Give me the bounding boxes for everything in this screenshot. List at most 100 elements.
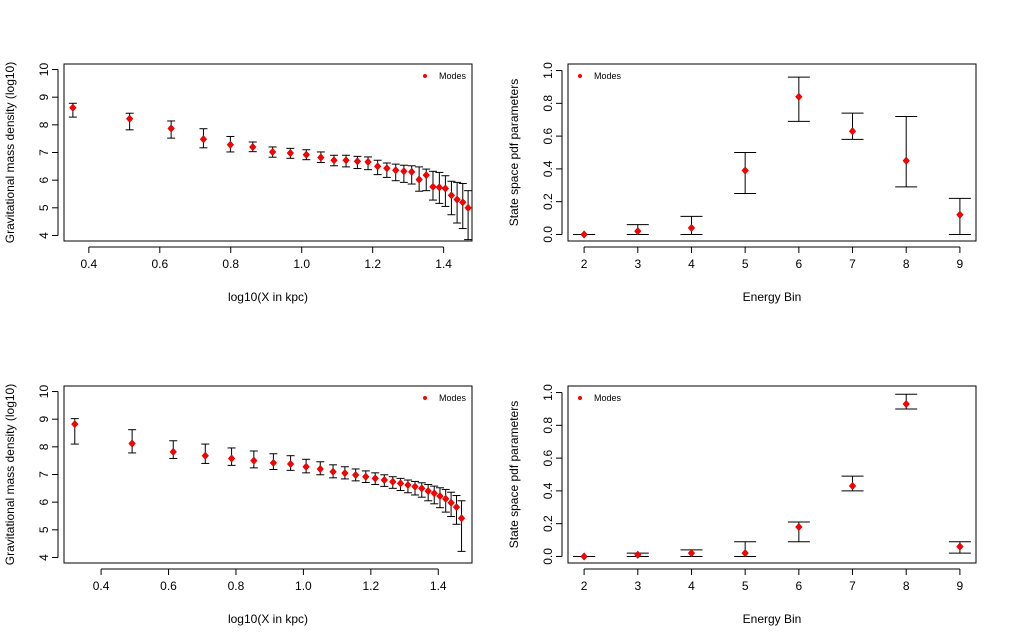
y-tick-label: 5 — [37, 526, 51, 533]
y-tick-label: 0.4 — [541, 160, 555, 177]
data-point — [415, 175, 423, 184]
data-point — [400, 167, 408, 176]
chart-panel-3: 0.4 0.6 0.8 1.0 1.2 1.4 4 5 6 7 8 9 10 log10(X in kpc… — [3, 384, 473, 626]
y-tick-label: 5 — [37, 204, 51, 211]
x-tick-label: 8 — [903, 257, 910, 271]
legend-label: Modes — [594, 71, 622, 81]
data-point — [687, 549, 696, 558]
data-point — [956, 542, 964, 551]
data-point — [392, 166, 400, 175]
y-axis-label: Gravitational mass density (log10) — [3, 62, 17, 243]
y-tick-label: 0.6 — [541, 127, 555, 144]
x-tick-label: 7 — [849, 257, 856, 271]
x-tick-label: 1.2 — [362, 579, 379, 593]
data-point — [418, 484, 426, 493]
data-point — [634, 227, 642, 236]
data-point — [436, 492, 444, 501]
x-axis-label: Energy Bin — [743, 290, 802, 304]
data-point — [227, 454, 236, 463]
data-point — [341, 469, 349, 478]
y-tick-label: 8 — [37, 443, 51, 450]
x-tick-label: 3 — [634, 257, 641, 271]
legend-label: Modes — [439, 71, 467, 81]
data-point — [226, 140, 234, 149]
x-tick-label: 6 — [795, 579, 802, 593]
y-tick-label: 0.8 — [541, 417, 555, 434]
x-tick-label: 4 — [688, 579, 695, 593]
legend-marker — [578, 396, 582, 400]
y-tick-label: 0.0 — [541, 548, 555, 565]
data-point — [286, 149, 294, 158]
data-point — [302, 150, 310, 159]
y-axis-label: State space pdf parameters — [507, 79, 521, 226]
y-tick-label: 0.4 — [541, 482, 555, 499]
x-tick-label: 1.0 — [293, 257, 310, 271]
x-tick-label: 1.4 — [435, 257, 452, 271]
data-point — [741, 549, 749, 558]
data-point — [459, 198, 467, 207]
data-point — [404, 480, 412, 490]
data-point — [286, 459, 295, 469]
data-point — [201, 451, 209, 460]
data-point — [464, 203, 472, 212]
data-point — [330, 156, 338, 165]
data-point — [411, 482, 419, 491]
y-tick-label: 7 — [37, 149, 51, 156]
data-point — [447, 498, 455, 507]
data-point — [316, 464, 324, 474]
data-point — [128, 439, 136, 448]
y-tick-label: 9 — [37, 416, 51, 423]
data-point — [353, 157, 362, 166]
y-tick-label: 10 — [37, 385, 51, 399]
data-point — [442, 494, 450, 503]
data-point — [329, 467, 337, 476]
plot-frame — [567, 385, 977, 564]
x-tick-label: 3 — [634, 579, 641, 593]
x-tick-label: 5 — [742, 257, 749, 271]
data-point — [435, 183, 443, 192]
legend-marker — [423, 396, 427, 400]
x-tick-label: 4 — [688, 257, 695, 271]
data-point — [457, 514, 466, 523]
data-point — [374, 162, 382, 171]
data-point — [249, 142, 257, 152]
data-point — [795, 522, 803, 531]
data-point — [741, 166, 749, 175]
y-tick-label: 0.0 — [541, 226, 555, 243]
data-point — [167, 124, 175, 133]
data-point — [250, 456, 258, 465]
data-point — [71, 420, 79, 429]
data-point — [452, 503, 461, 512]
data-point — [430, 489, 438, 498]
data-point — [342, 156, 350, 165]
x-tick-label: 9 — [957, 579, 964, 593]
y-tick-label: 4 — [37, 554, 51, 561]
data-point — [956, 210, 964, 219]
data-point — [380, 475, 388, 485]
y-tick-label: 0.6 — [541, 449, 555, 466]
chart-panel-4: 2 3 4 5 6 7 8 9 0.0 0.2 0.4 0.6 0.8 1.0 Energy Bin Stat… — [507, 384, 977, 626]
data-point — [848, 481, 857, 491]
x-tick-label: 0.4 — [80, 257, 97, 271]
x-tick-label: 0.8 — [228, 579, 245, 593]
data-point — [396, 479, 405, 488]
data-point — [902, 399, 910, 409]
data-point — [580, 230, 588, 239]
data-point — [69, 103, 77, 112]
x-axis-label: Energy Bin — [743, 612, 802, 626]
x-tick-label: 5 — [742, 579, 749, 593]
plot-frame — [567, 63, 977, 242]
x-tick-label: 0.6 — [160, 579, 177, 593]
y-tick-label: 6 — [37, 177, 51, 184]
y-axis-label: Gravitational mass density (log10) — [3, 384, 17, 565]
data-point — [371, 474, 379, 483]
y-tick-label: 8 — [37, 121, 51, 128]
data-point — [269, 147, 277, 156]
data-point — [389, 477, 397, 486]
x-tick-label: 2 — [581, 257, 588, 271]
y-tick-label: 9 — [37, 94, 51, 101]
y-tick-label: 1.0 — [541, 62, 555, 79]
data-point — [687, 223, 696, 232]
data-point — [447, 191, 456, 200]
